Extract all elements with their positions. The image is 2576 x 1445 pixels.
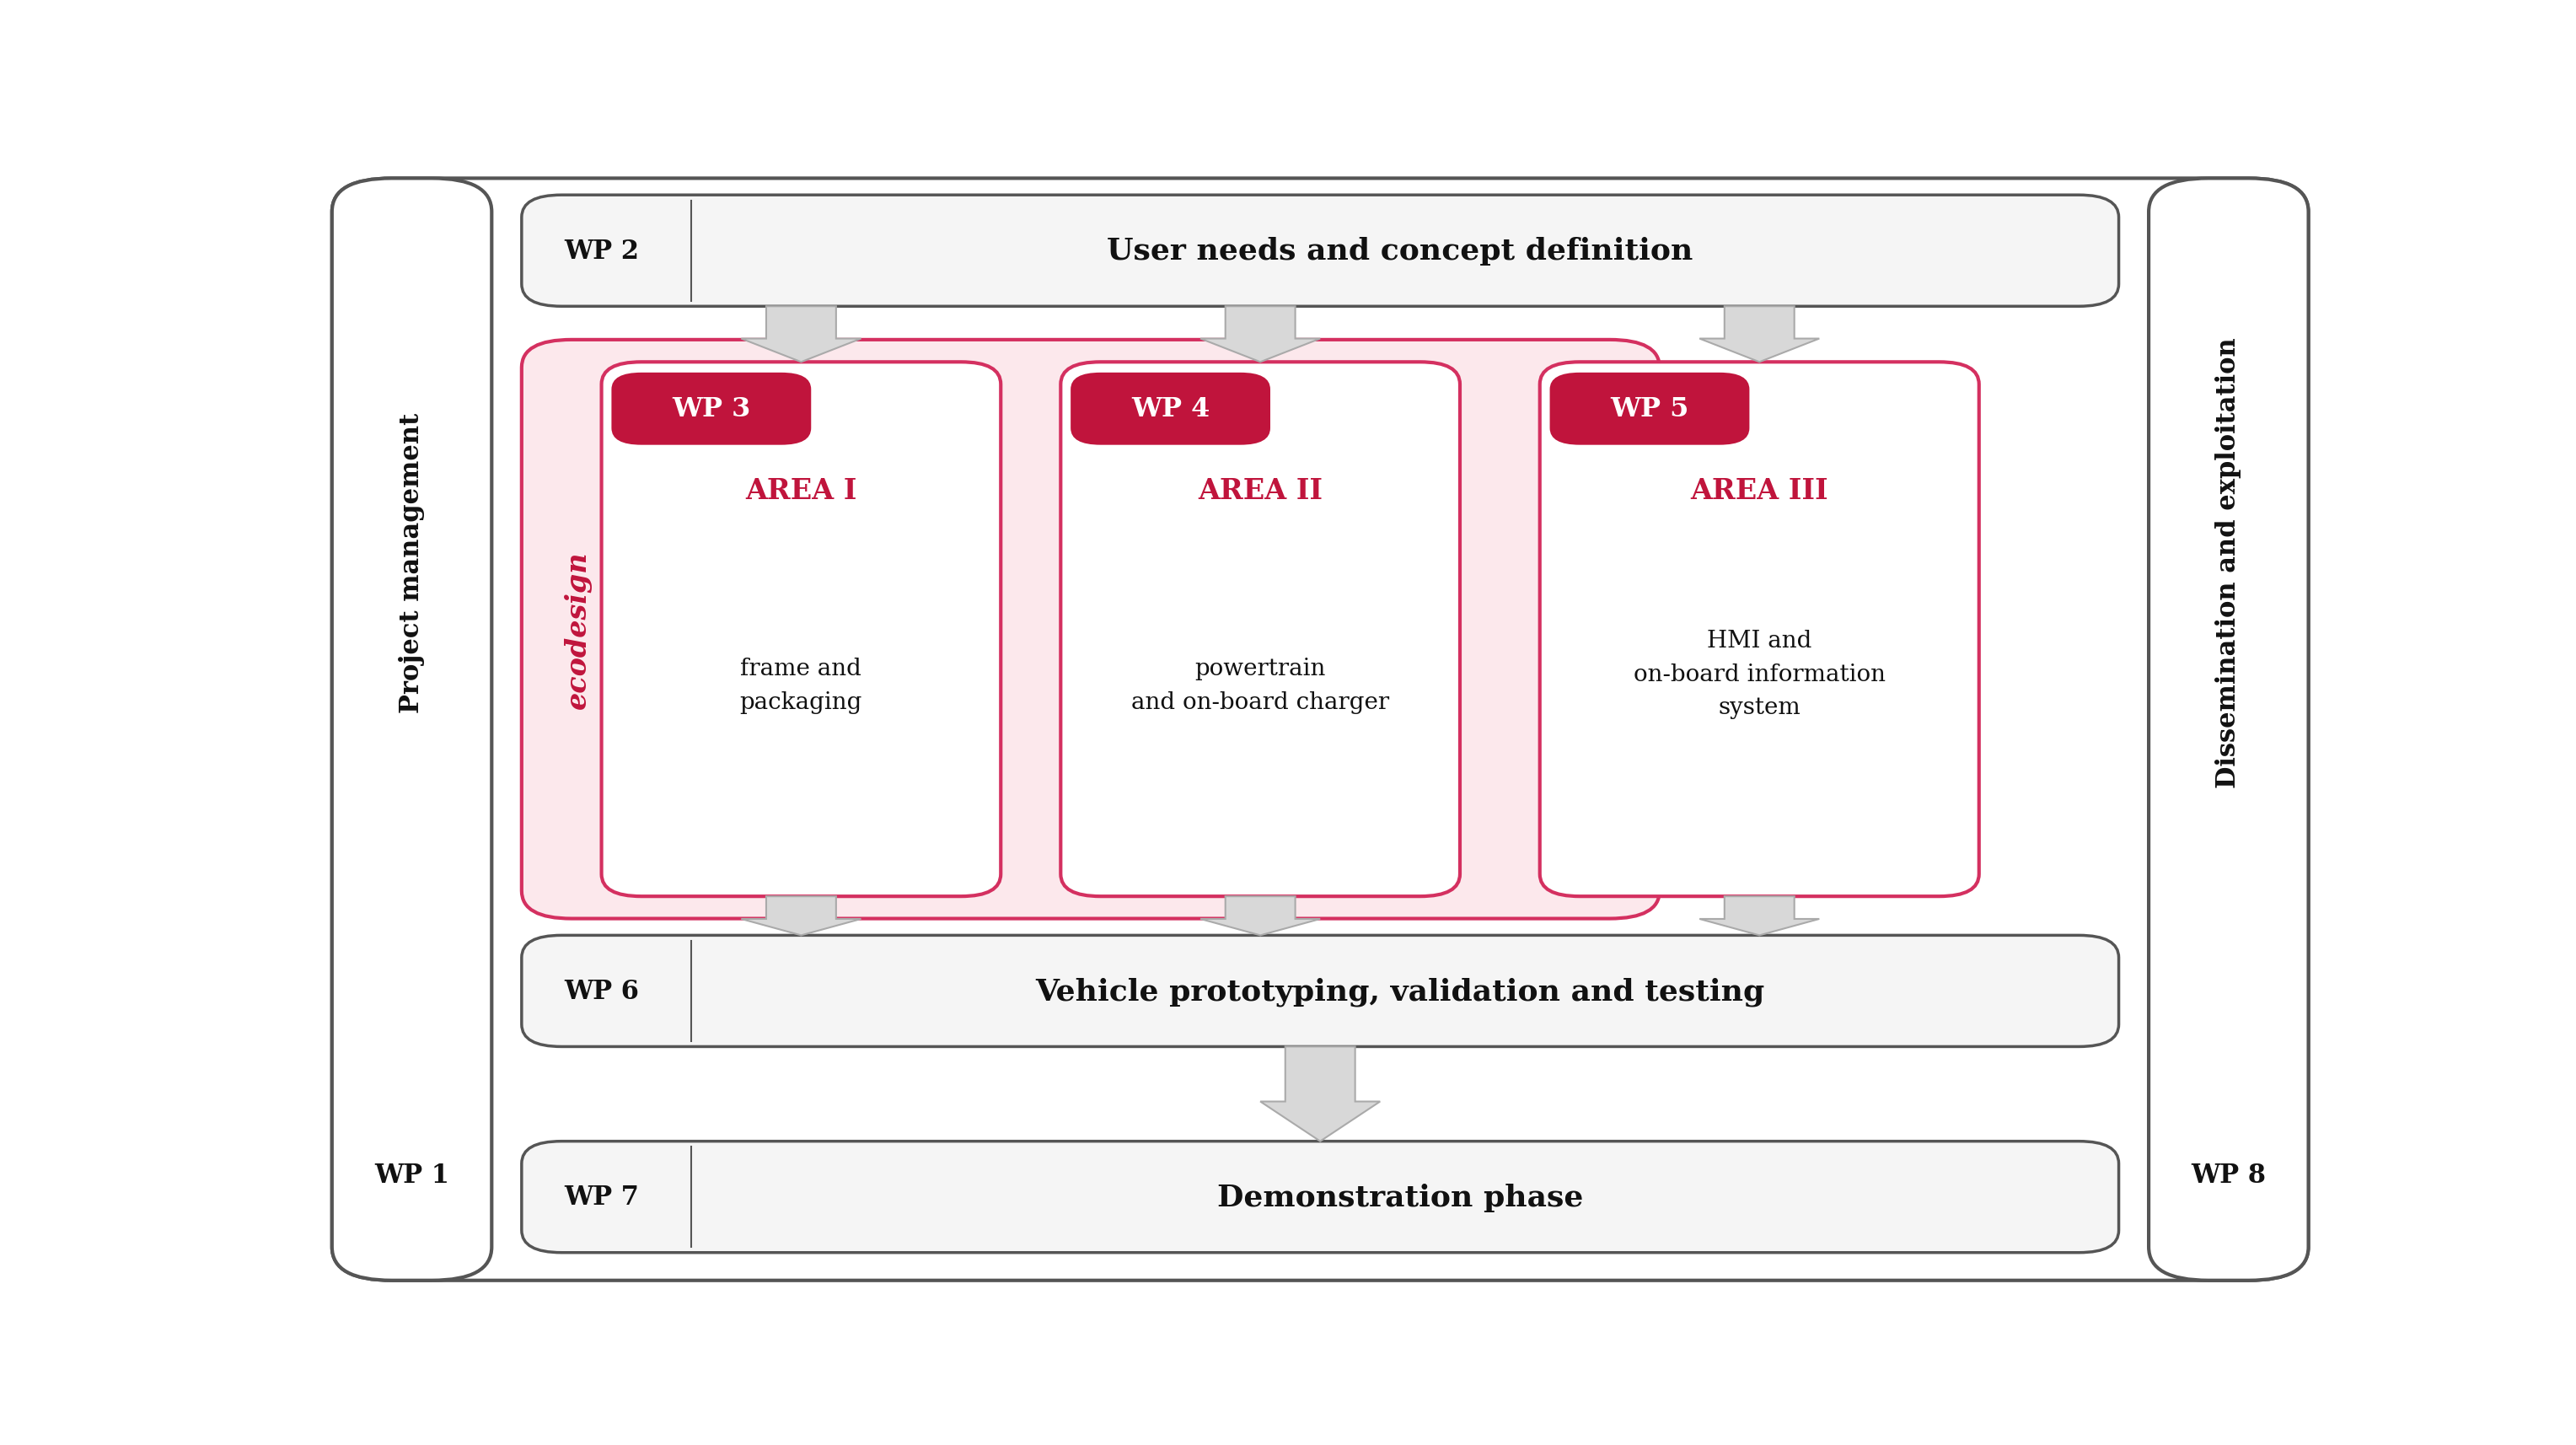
FancyBboxPatch shape: [2148, 179, 2308, 1280]
FancyBboxPatch shape: [1540, 363, 1978, 896]
Text: WP 4: WP 4: [1131, 396, 1211, 422]
FancyBboxPatch shape: [1061, 363, 1461, 896]
Text: WP 6: WP 6: [564, 978, 639, 1004]
Polygon shape: [742, 306, 860, 363]
Text: WP 8: WP 8: [2192, 1162, 2267, 1188]
FancyBboxPatch shape: [332, 179, 492, 1280]
FancyBboxPatch shape: [332, 179, 2308, 1280]
Polygon shape: [1700, 306, 1819, 363]
Text: WP 7: WP 7: [564, 1183, 639, 1209]
Text: User needs and concept definition: User needs and concept definition: [1108, 237, 1692, 266]
Text: powertrain
and on-board charger: powertrain and on-board charger: [1131, 657, 1388, 714]
Text: HMI and
on-board information
system: HMI and on-board information system: [1633, 630, 1886, 718]
FancyBboxPatch shape: [520, 1142, 2117, 1253]
Text: WP 5: WP 5: [1610, 396, 1690, 422]
Text: frame and
packaging: frame and packaging: [739, 657, 863, 714]
FancyBboxPatch shape: [520, 935, 2117, 1046]
Text: Project management: Project management: [399, 413, 425, 712]
Polygon shape: [1200, 896, 1321, 935]
Text: WP 2: WP 2: [564, 238, 639, 264]
Polygon shape: [1260, 1046, 1381, 1142]
FancyBboxPatch shape: [520, 195, 2117, 306]
Text: WP 3: WP 3: [672, 396, 750, 422]
Text: Dissemination and exploitation: Dissemination and exploitation: [2215, 338, 2241, 788]
Text: ecodesign: ecodesign: [564, 551, 592, 708]
Text: AREA III: AREA III: [1690, 477, 1829, 504]
Polygon shape: [1700, 896, 1819, 935]
FancyBboxPatch shape: [1072, 373, 1270, 445]
Polygon shape: [1200, 306, 1321, 363]
Text: AREA II: AREA II: [1198, 477, 1321, 504]
FancyBboxPatch shape: [603, 363, 1002, 896]
FancyBboxPatch shape: [520, 340, 1659, 919]
Text: Vehicle prototyping, validation and testing: Vehicle prototyping, validation and test…: [1036, 977, 1765, 1006]
FancyBboxPatch shape: [611, 373, 811, 445]
Polygon shape: [742, 896, 860, 935]
Text: Demonstration phase: Demonstration phase: [1216, 1182, 1584, 1211]
Text: AREA I: AREA I: [744, 477, 858, 504]
FancyBboxPatch shape: [1551, 373, 1749, 445]
Text: WP 1: WP 1: [374, 1162, 448, 1188]
